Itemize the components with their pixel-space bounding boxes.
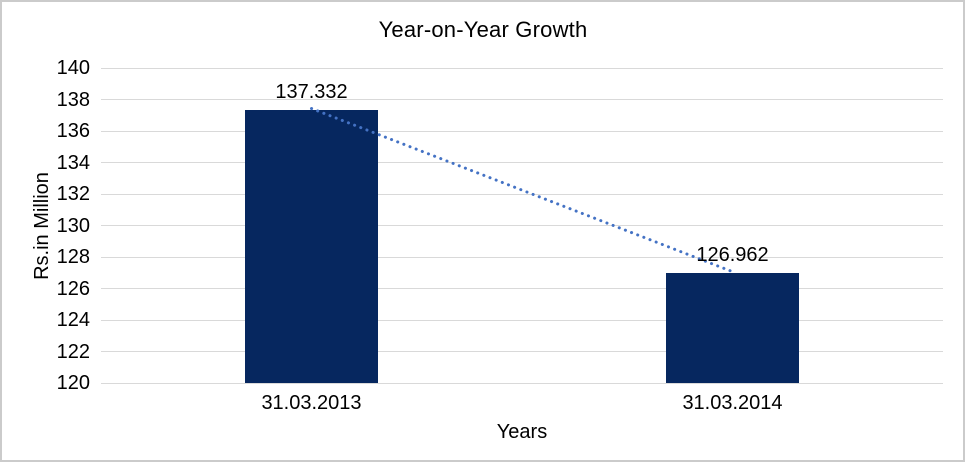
gridline [101,193,943,195]
x-category-label: 31.03.2014 [682,392,783,414]
y-tick-label: 138 [56,88,90,111]
bar-data-label: 137.332 [275,81,348,104]
gridline [101,351,943,352]
bar-data-label: 126.962 [696,244,769,267]
y-tick-label: 136 [56,120,90,142]
y-tick-label: 140 [56,57,90,79]
y-tick-label: 134 [56,151,90,174]
y-tick-label: 126 [56,277,90,300]
chart-title: Year-on-Year Growth [378,17,588,42]
bar [245,110,378,383]
gridline [101,225,943,226]
gridline [101,256,943,258]
gridline [101,130,943,132]
y-tick-label: 120 [56,372,90,394]
x-category-label: 31.03.2013 [261,392,362,414]
y-axis-title: Rs.in Million [31,172,53,280]
y-tick-label: 128 [56,246,90,268]
x-axis-title: Years [496,421,548,443]
y-tick-label: 130 [56,214,90,237]
bar [666,273,799,383]
y-tick-label: 124 [56,309,90,331]
y-tick-label: 132 [56,183,90,205]
gridline [101,67,943,69]
gridline [101,288,943,289]
gridline [101,382,943,384]
gridline [101,99,943,100]
gridline [101,319,943,321]
y-tick-label: 122 [56,340,90,363]
gridline [101,162,943,163]
